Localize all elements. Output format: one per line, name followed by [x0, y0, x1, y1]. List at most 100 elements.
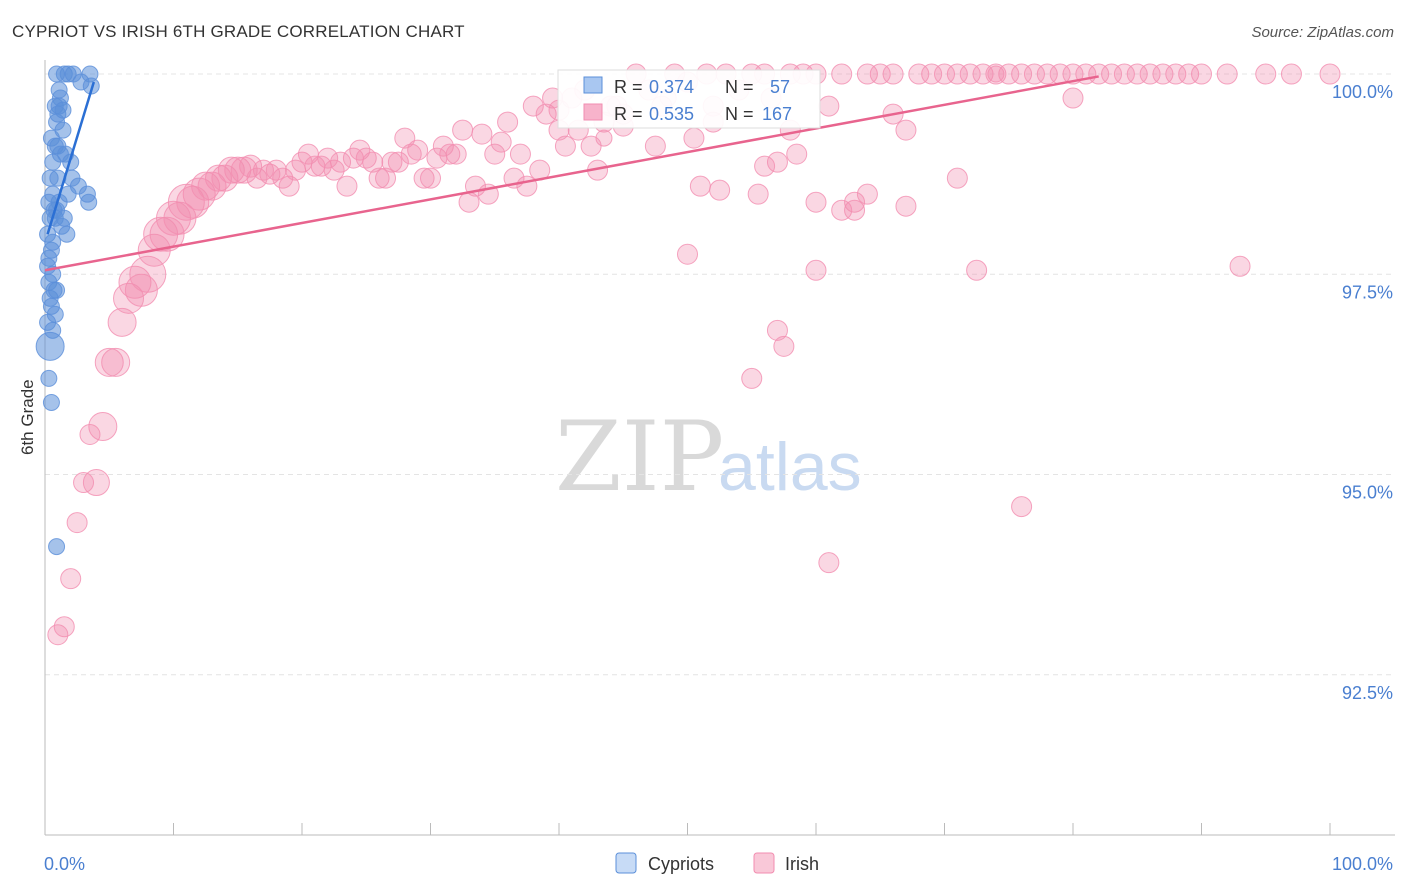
- irish-point: [831, 199, 853, 221]
- irish-point: [420, 167, 441, 189]
- irish-point: [831, 63, 853, 85]
- irish-point: [895, 195, 917, 217]
- irish-point: [1229, 255, 1251, 277]
- irish-point: [445, 143, 467, 165]
- irish-point: [1062, 87, 1084, 109]
- x-tick-label-0: 0.0%: [44, 854, 85, 874]
- irish-point: [934, 63, 955, 85]
- irish-point: [1036, 63, 1058, 85]
- irish-point: [1113, 63, 1135, 85]
- irish-point: [1139, 63, 1161, 85]
- irish-point: [895, 119, 917, 141]
- irish-point: [1152, 63, 1174, 85]
- irish-point: [1216, 63, 1238, 85]
- cypriots-series: [35, 65, 100, 556]
- irish-point: [946, 63, 968, 85]
- irish-point: [1088, 63, 1110, 85]
- cypriots-point: [39, 257, 57, 275]
- irish-point: [921, 63, 943, 85]
- cypriots-point: [35, 331, 65, 361]
- irish-point: [330, 151, 352, 173]
- irish-point: [644, 135, 666, 157]
- watermark: ZIP atlas: [555, 401, 862, 513]
- irish-point: [959, 63, 981, 85]
- cypriots-point: [48, 538, 66, 556]
- bottom-legend: Cypriots Irish: [615, 852, 819, 874]
- irish-point: [754, 155, 776, 177]
- axes: [44, 60, 1395, 836]
- irish-point: [818, 552, 840, 574]
- irish-point: [844, 191, 866, 213]
- irish-point: [677, 243, 698, 265]
- irish-point: [818, 95, 840, 117]
- irish-swatch: [583, 103, 603, 121]
- irish-point: [355, 147, 377, 169]
- irish-point: [766, 319, 788, 341]
- irish-point: [129, 255, 167, 293]
- irish-point: [856, 183, 878, 205]
- irish-point: [998, 63, 1020, 85]
- legend-cypriots-label: Cypriots: [648, 854, 714, 874]
- irish-r-label: R =: [614, 104, 643, 124]
- cypriots-point: [54, 101, 72, 119]
- cypriots-point: [55, 209, 73, 227]
- gridlines: [45, 73, 1395, 676]
- irish-point: [1023, 63, 1045, 85]
- x-tick-label-1: 100.0%: [1332, 854, 1393, 874]
- irish-point: [394, 127, 416, 149]
- irish-point: [191, 171, 221, 201]
- watermark-atlas: atlas: [718, 429, 862, 505]
- irish-point: [368, 167, 390, 189]
- irish-point: [94, 347, 124, 377]
- chart-title: CYPRIOT VS IRISH 6TH GRADE CORRELATION C…: [12, 22, 465, 41]
- stats-legend-box: R = 0.374 N = 57 R = 0.535 N = 167: [557, 69, 821, 129]
- cypriots-point: [40, 369, 58, 387]
- cypriots-point: [48, 65, 66, 83]
- irish-point: [79, 423, 101, 445]
- irish-n-value: 167: [762, 104, 792, 124]
- irish-point: [773, 335, 795, 357]
- cypriots-r-label: R =: [614, 77, 643, 97]
- irish-point: [252, 159, 274, 181]
- irish-point: [509, 143, 531, 165]
- irish-point: [522, 95, 544, 117]
- irish-point: [985, 63, 1007, 85]
- irish-point: [1126, 63, 1148, 85]
- irish-point: [741, 367, 763, 389]
- irish-point: [1101, 63, 1123, 85]
- watermark-zip: ZIP: [555, 401, 724, 513]
- irish-point: [82, 469, 110, 497]
- cypriots-trend-line: [46, 81, 96, 235]
- cypriots-point: [44, 233, 62, 251]
- irish-point: [805, 259, 827, 281]
- cypriots-n-value: 57: [770, 77, 790, 97]
- irish-point: [595, 129, 613, 147]
- irish-point: [946, 167, 968, 189]
- cypriots-r-value: 0.374: [649, 77, 694, 97]
- irish-point: [908, 63, 930, 85]
- irish-point: [471, 123, 493, 145]
- irish-point: [490, 131, 512, 153]
- y-tick-label-2: 97.5%: [1342, 282, 1393, 302]
- irish-point: [856, 63, 878, 85]
- irish-point: [1191, 63, 1212, 85]
- irish-point: [362, 151, 384, 173]
- irish-point: [497, 111, 519, 133]
- irish-point: [766, 151, 788, 173]
- irish-point: [278, 175, 300, 197]
- irish-point: [689, 175, 711, 197]
- irish-point: [381, 151, 403, 173]
- cypriots-point: [48, 281, 66, 299]
- irish-point: [1319, 63, 1341, 85]
- irish-point: [554, 135, 576, 157]
- irish-point: [101, 347, 131, 377]
- irish-point: [1165, 63, 1187, 85]
- irish-point: [452, 119, 474, 141]
- irish-point: [869, 63, 891, 85]
- irish-point: [400, 143, 422, 165]
- irish-point: [786, 143, 808, 165]
- irish-point: [683, 127, 705, 149]
- trend-lines: [44, 75, 1099, 272]
- irish-point: [317, 147, 339, 169]
